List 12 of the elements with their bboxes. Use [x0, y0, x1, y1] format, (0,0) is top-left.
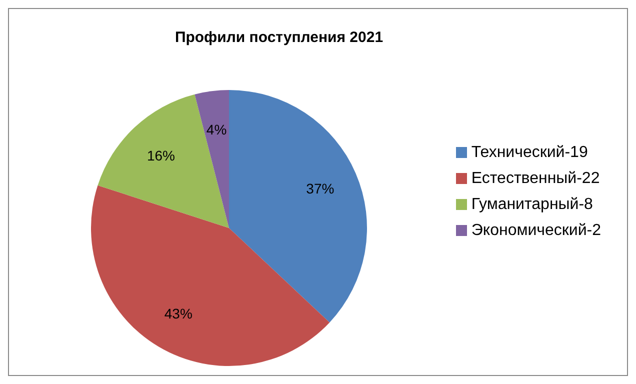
data-label: 4% — [206, 121, 227, 138]
pie-slice — [229, 90, 367, 322]
data-label: 16% — [146, 148, 175, 164]
legend-label: Гуманитарный-8 — [471, 196, 593, 213]
pie-slice — [98, 94, 229, 228]
legend-label: Экономический-2 — [471, 222, 601, 239]
legend-label: Естественный-22 — [471, 170, 600, 187]
data-label: 43% — [164, 306, 192, 322]
legend-label: Технический-19 — [471, 144, 588, 161]
chart-title: Профили поступления 2021 — [174, 29, 384, 46]
pie-slice — [194, 90, 229, 228]
data-label: 37% — [306, 180, 334, 197]
